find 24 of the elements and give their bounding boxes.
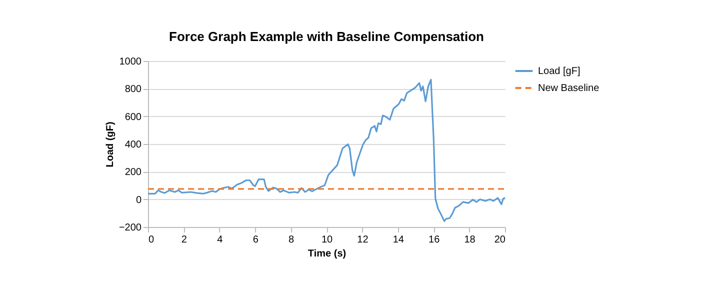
y-tick-label: 600: [124, 112, 142, 123]
x-tick-label: 16: [428, 234, 440, 246]
legend-label: Load [gF]: [538, 66, 580, 77]
y-tick-label: 400: [124, 140, 142, 150]
x-tick-label: 0: [148, 234, 154, 246]
x-tick-label: 18: [464, 234, 476, 246]
y-tick-label: 0: [136, 194, 142, 206]
x-tick-label: 14: [392, 234, 404, 246]
x-tick-label: 2: [181, 234, 188, 246]
legend-label: New Baseline: [538, 83, 600, 94]
x-axis-title: Time (s): [308, 248, 346, 260]
y-tick-label: 200: [124, 167, 142, 178]
x-tick-label: 8: [288, 234, 295, 246]
line-series: [147, 78, 506, 222]
y-axis-title: Load (gF): [104, 122, 116, 168]
y-tick-label: 1000: [119, 56, 142, 68]
x-tick-label: 10: [321, 234, 333, 246]
y-tick-label: 800: [124, 84, 142, 96]
x-tick-label: 20: [494, 234, 506, 246]
x-tick-label: 4: [217, 234, 224, 246]
y-tick-label: −200: [118, 222, 142, 234]
x-tick-label: 6: [252, 234, 259, 246]
chart-title: Force Graph Example with Baseline Compensation: [169, 29, 484, 44]
x-tick-label: 12: [357, 234, 369, 246]
